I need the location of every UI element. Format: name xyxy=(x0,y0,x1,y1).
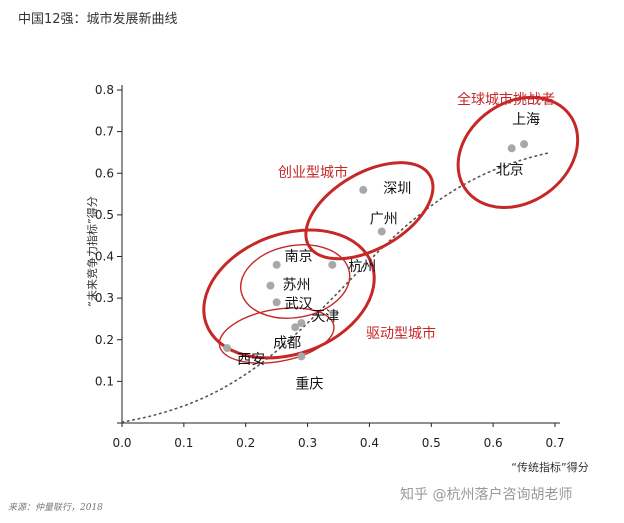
group-label: 创业型城市 xyxy=(278,164,348,181)
x-axis-label: “传统指标”得分 xyxy=(511,460,588,474)
point-label: 深圳 xyxy=(383,181,411,197)
y-tick-label: 0.7 xyxy=(95,125,114,139)
point-label: 上海 xyxy=(512,112,540,128)
watermark: 知乎 @杭州落户咨询胡老师 xyxy=(400,487,573,503)
group-label: 全球城市挑战者 xyxy=(457,91,555,108)
x-tick-label: 0.2 xyxy=(236,436,255,450)
data-point xyxy=(507,144,516,153)
y-axis-label: “未来竞争力指标”得分 xyxy=(85,196,99,306)
x-tick-label: 0.1 xyxy=(174,436,193,450)
data-point xyxy=(272,298,281,307)
y-tick-label: 0.8 xyxy=(95,83,114,97)
data-point xyxy=(359,185,368,194)
group-ellipse-global xyxy=(456,95,580,209)
group-ellipse-inner-a xyxy=(239,244,351,319)
y-tick-label: 0.3 xyxy=(95,291,114,305)
x-tick-label: 0.3 xyxy=(298,436,317,450)
point-label: 北京 xyxy=(496,162,524,178)
source-note: 来源：仲量联行，2018 xyxy=(8,503,103,513)
data-point xyxy=(520,140,529,149)
point-label: 杭州 xyxy=(348,259,376,275)
x-tick-label: 0.4 xyxy=(360,436,379,450)
y-tick-label: 0.4 xyxy=(95,250,114,264)
point-label: 重庆 xyxy=(295,376,323,392)
y-tick-label: 0.2 xyxy=(95,333,114,347)
point-label: 天津 xyxy=(311,309,339,325)
point-label: 广州 xyxy=(370,212,398,228)
data-point xyxy=(291,323,300,332)
trend-curve xyxy=(121,152,550,423)
group-ellipse-startup xyxy=(304,161,435,261)
data-point xyxy=(297,352,306,361)
x-tick-label: 0.7 xyxy=(545,436,564,450)
group-ellipse-driven xyxy=(202,228,376,360)
point-label: 苏州 xyxy=(282,278,310,294)
chart-title: 中国12强：城市发展新曲线 xyxy=(18,12,178,27)
y-tick-label: 0.5 xyxy=(95,208,114,222)
y-tick-label: 0.1 xyxy=(95,374,114,388)
point-label: 武汉 xyxy=(285,296,313,312)
y-tick-label: 0.6 xyxy=(95,166,114,180)
x-tick-label: 0.0 xyxy=(112,436,131,450)
x-tick-label: 0.5 xyxy=(422,436,441,450)
point-label: 南京 xyxy=(285,249,313,265)
data-point xyxy=(377,227,386,236)
group-ellipse-inner-b xyxy=(218,307,335,364)
data-point xyxy=(272,260,281,269)
point-label: 成都 xyxy=(273,335,301,351)
data-point xyxy=(223,344,232,353)
group-label: 驱动型城市 xyxy=(366,325,436,342)
data-point xyxy=(266,281,275,290)
x-tick-label: 0.6 xyxy=(484,436,503,450)
data-point xyxy=(297,319,306,328)
point-label: 西安 xyxy=(237,352,265,368)
data-point xyxy=(328,260,337,269)
